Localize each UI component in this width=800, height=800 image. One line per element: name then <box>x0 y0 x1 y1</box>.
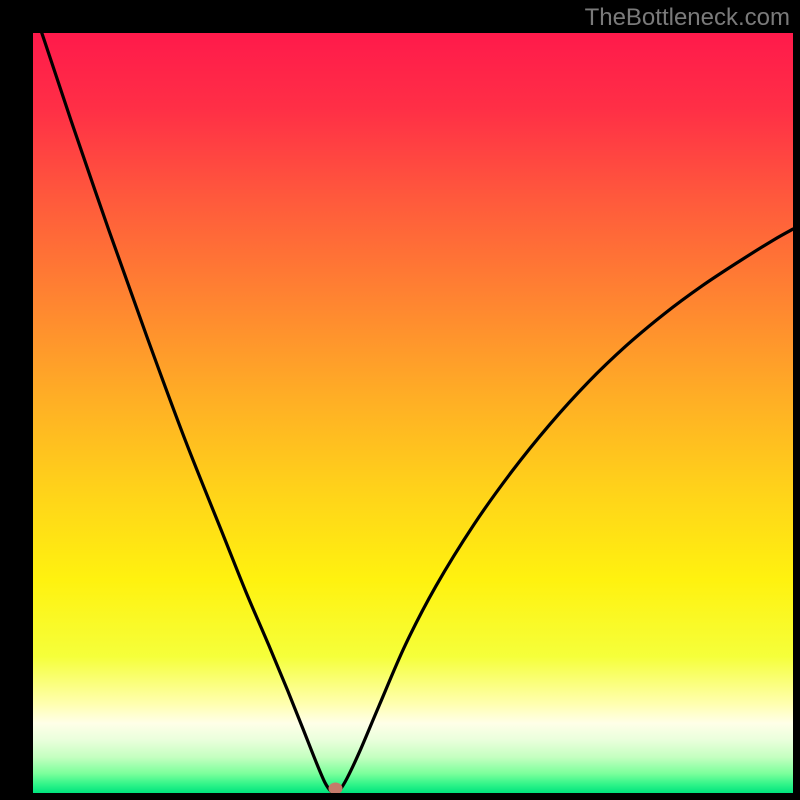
bottleneck-chart-svg <box>33 33 793 793</box>
plot-area <box>33 33 793 793</box>
gradient-background <box>33 33 793 793</box>
watermark-label: TheBottleneck.com <box>585 4 790 32</box>
